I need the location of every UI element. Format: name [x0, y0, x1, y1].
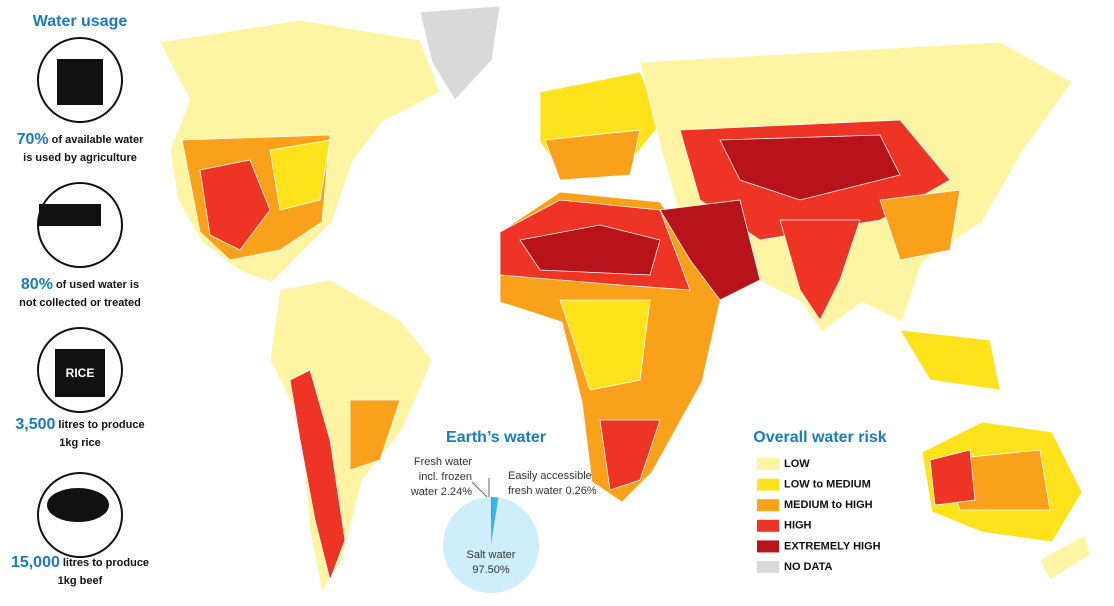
china-east: [879, 189, 961, 261]
stat-text: litres to produce: [58, 419, 144, 431]
sidebar-title: Water usage: [33, 13, 128, 30]
legend-label: MEDIUM to HIGH: [784, 499, 873, 511]
pie-label: Fresh water incl. frozen water 2.24%: [400, 455, 472, 500]
stat-figure: 80%: [21, 276, 53, 293]
stat-text: 1kg rice: [59, 437, 101, 449]
new-zealand: [1039, 534, 1091, 581]
pie-label: Easily accessible fresh water 0.26%: [508, 469, 600, 499]
india: [779, 219, 861, 321]
world-map: [159, 5, 1091, 594]
south-america-east: [349, 399, 401, 471]
australia-west: [929, 449, 976, 506]
stat-figure: 15,000: [11, 554, 60, 571]
asia-core: [719, 134, 901, 201]
legend-swatch: [757, 519, 779, 532]
south-america-west: [289, 369, 346, 582]
stat-figure: 70%: [17, 131, 49, 148]
pie-slice: [491, 497, 492, 545]
stat-line: 15,000 litres to produce: [11, 554, 149, 571]
north-america-high: [199, 159, 271, 251]
rice-sack: [55, 349, 105, 397]
stat-text: of available water: [52, 134, 144, 146]
stat-line: 70% of available water: [17, 131, 144, 148]
legend-label: LOW: [784, 458, 810, 470]
stat-text: is used by agriculture: [23, 152, 137, 164]
pie-label: Salt water 97.50%: [456, 548, 526, 578]
legend-swatch: [757, 561, 779, 573]
legend-title: Overall water risk: [753, 429, 887, 446]
pie-category: Fresh water incl. frozen water: [410, 456, 472, 498]
southern-africa: [599, 419, 661, 491]
stat-text: not collected or treated: [19, 297, 141, 309]
pie-value: 2.24%: [440, 486, 472, 498]
pie-category: Easily accessible fresh water: [508, 470, 592, 497]
cow: [47, 488, 109, 522]
legend-label: LOW to MEDIUM: [784, 479, 871, 491]
europe-south: [544, 129, 641, 181]
north-america-east: [269, 139, 331, 211]
legend-swatch: [757, 478, 779, 491]
leader-line: [471, 481, 488, 498]
legend-label: NO DATA: [784, 561, 833, 573]
legend-swatch: [757, 540, 779, 553]
tap: [39, 204, 101, 226]
legend-swatch: [757, 499, 779, 512]
pie-slice: [491, 497, 499, 545]
legend-swatch: [757, 458, 779, 470]
greenland: [419, 5, 501, 101]
icon-text: RICE: [66, 366, 95, 380]
pie-value: 0.26%: [565, 485, 597, 497]
sahara-core: [519, 224, 661, 276]
stat-text: litres to produce: [63, 557, 149, 569]
pie-title: Earth’s water: [446, 429, 546, 446]
legend-label: EXTREMELY HIGH: [784, 540, 881, 552]
stat-line: 80% of used water is: [21, 276, 139, 293]
stat-text: 1kg beef: [58, 575, 103, 587]
stat-figure: 3,500: [15, 416, 55, 433]
sack: [57, 59, 103, 105]
middle-east: [659, 199, 761, 301]
legend-label: HIGH: [784, 520, 812, 532]
pie-slice: [442, 497, 539, 594]
stat-line: 3,500 litres to produce: [15, 416, 144, 433]
pie-category: Salt water: [466, 549, 516, 561]
pie-value: 97.50%: [472, 564, 510, 576]
icons: [37, 37, 123, 558]
stat-text: of used water is: [56, 279, 139, 291]
indonesia: [899, 329, 1001, 391]
central-africa: [559, 299, 651, 391]
